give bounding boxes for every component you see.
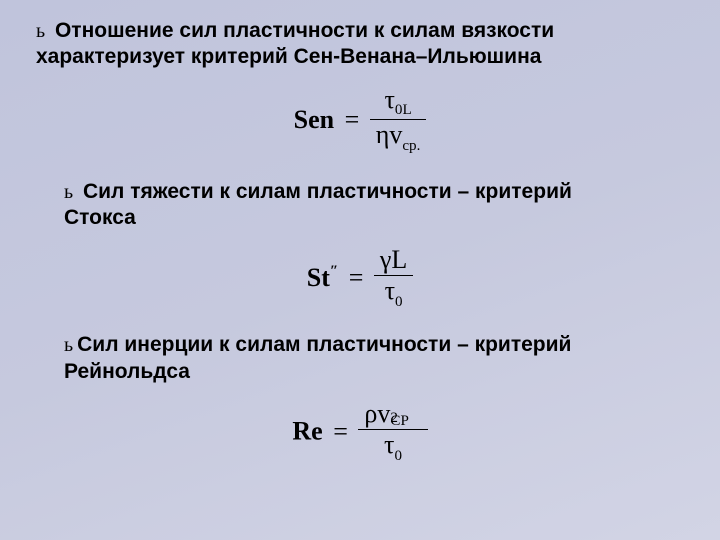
formula-st-denominator: τ0 bbox=[374, 276, 413, 311]
formula-re: Re = ρv2СР τ0 bbox=[36, 399, 684, 464]
equals-sign: = bbox=[345, 105, 360, 134]
formula-re-lhs: Re bbox=[292, 417, 322, 446]
formula-st: St″ = γL τ0 bbox=[36, 245, 684, 310]
formula-sen: Sen = τ0L ηvср. bbox=[36, 85, 684, 155]
paragraph-1: ь Отношение сил пластичности к силам вяз… bbox=[36, 18, 684, 71]
formula-sen-fraction: τ0L ηvср. bbox=[370, 85, 427, 155]
bullet-glyph: ь bbox=[64, 181, 73, 203]
formula-re-numerator: ρv2СР bbox=[358, 399, 427, 430]
slide: ь Отношение сил пластичности к силам вяз… bbox=[0, 0, 720, 540]
equals-sign: = bbox=[333, 417, 348, 446]
paragraph-1-text: Отношение сил пластичности к силам вязко… bbox=[36, 19, 554, 68]
formula-sen-numerator: τ0L bbox=[370, 85, 427, 121]
formula-re-fraction: ρv2СР τ0 bbox=[358, 399, 427, 464]
paragraph-3-text: Сил инерции к силам пластичности – крите… bbox=[64, 333, 571, 382]
paragraph-2: ь Сил тяжести к силам пластичности – кри… bbox=[64, 179, 644, 232]
formula-st-fraction: γL τ0 bbox=[374, 245, 413, 310]
paragraph-2-text: Сил тяжести к силам пластичности – крите… bbox=[64, 180, 572, 229]
formula-sen-lhs: Sen bbox=[294, 105, 334, 134]
paragraph-3: ьСил инерции к силам пластичности – крит… bbox=[64, 332, 644, 385]
formula-st-lhs: St″ bbox=[307, 263, 345, 292]
bullet-glyph: ь bbox=[64, 334, 73, 356]
formula-re-denominator: τ0 bbox=[358, 430, 427, 465]
formula-st-numerator: γL bbox=[374, 245, 413, 276]
bullet-glyph: ь bbox=[36, 20, 45, 42]
equals-sign: = bbox=[349, 263, 364, 292]
formula-sen-denominator: ηvср. bbox=[370, 120, 427, 155]
